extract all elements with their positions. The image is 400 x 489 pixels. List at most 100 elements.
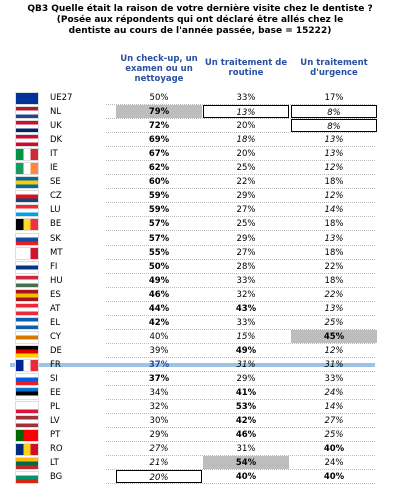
cell: 53% xyxy=(235,402,257,413)
table-row: CZ 59% 29% 12% xyxy=(10,189,375,204)
cell: 57% xyxy=(148,219,170,230)
country-code: SI xyxy=(50,374,58,384)
country-code: ES xyxy=(50,289,61,300)
flag xyxy=(15,190,39,204)
cell: 18% xyxy=(324,177,344,188)
country-code: DE xyxy=(50,345,62,356)
cell: 33% xyxy=(324,374,344,384)
cell: 44% xyxy=(148,303,170,314)
table-row: LU 59% 27% 14% xyxy=(10,203,375,218)
cell: 50% xyxy=(149,93,169,103)
country-code: FR xyxy=(50,359,61,370)
country-code: AT xyxy=(50,303,61,314)
row-separator xyxy=(106,300,375,302)
table-row: SE 60% 22% 18% xyxy=(10,175,375,190)
row-separator xyxy=(106,314,375,316)
flag xyxy=(15,373,39,386)
cell: 41% xyxy=(235,388,257,399)
cell: 27% xyxy=(324,416,344,427)
flag xyxy=(15,415,39,429)
column-headers: Un check-up, un examen ou un nettoyage Un… xyxy=(0,54,400,90)
country-code: SK xyxy=(50,233,61,244)
cell: 17% xyxy=(324,93,344,103)
cell: 49% xyxy=(148,275,170,286)
table-row: BG 20% 40% 40% xyxy=(10,470,375,485)
cell: 34% xyxy=(149,388,169,399)
cell: 28% xyxy=(236,261,256,272)
cell: 49% xyxy=(235,345,257,356)
cell: 30% xyxy=(149,416,169,427)
flag xyxy=(15,246,39,260)
table-row: FI 50% 28% 22% xyxy=(10,260,375,274)
row-separator xyxy=(106,188,375,190)
cell: 18% xyxy=(324,219,344,230)
country-code: HU xyxy=(50,275,63,286)
cell: 29% xyxy=(236,374,256,384)
flag xyxy=(15,162,39,176)
country-code: BG xyxy=(50,472,63,483)
flag xyxy=(15,302,39,316)
cell: 59% xyxy=(148,191,170,202)
row-separator xyxy=(106,216,375,218)
table-row: SK 57% 29% 13% xyxy=(10,232,375,246)
cell: 31% xyxy=(324,359,344,370)
flag xyxy=(15,218,39,232)
table-row: LV 30% 42% 27% xyxy=(10,414,375,429)
country-code: PL xyxy=(50,402,60,413)
cell: 57% xyxy=(148,233,170,244)
flag xyxy=(15,358,39,372)
country-code: UK xyxy=(50,121,62,132)
flag xyxy=(15,316,39,330)
table-row: LT 21% 54% 24% xyxy=(10,456,375,471)
cell: 79% xyxy=(116,105,202,119)
cell: 13% xyxy=(203,105,289,119)
table-row: RO 27% 31% 40% xyxy=(10,442,375,457)
flag xyxy=(15,232,39,246)
row-separator xyxy=(106,328,375,330)
row-separator xyxy=(106,104,375,105)
flag xyxy=(15,204,39,218)
subtitle: (Posée aux répondents qui ont déclaré êt… xyxy=(56,15,344,36)
flag xyxy=(15,387,39,401)
table-row: AT 44% 43% 13% xyxy=(10,302,375,316)
flag xyxy=(15,176,39,190)
table-row: EE 34% 41% 24% xyxy=(10,386,375,401)
row-separator xyxy=(106,160,375,162)
table-row: IT 67% 20% 13% xyxy=(10,147,375,162)
cell: 27% xyxy=(149,444,169,455)
flag xyxy=(15,274,39,288)
table-row: ES 46% 32% 22% xyxy=(10,288,375,302)
country-code: RO xyxy=(50,444,63,455)
table-row: EL 42% 33% 25% xyxy=(10,316,375,330)
table-row: NL 79% 13% 8% xyxy=(10,105,377,120)
country-code: PT xyxy=(50,430,61,441)
cell: 25% xyxy=(324,430,344,441)
cell: 14% xyxy=(324,205,344,216)
cell: 25% xyxy=(236,219,256,230)
table-row: FR 37% 31% 31% xyxy=(10,357,375,372)
cell: 40% xyxy=(149,331,169,342)
table-row: SI 37% 29% 33% xyxy=(10,372,375,386)
country-code: LU xyxy=(50,205,61,216)
flag xyxy=(15,260,39,274)
cell: 20% xyxy=(116,470,202,484)
cell: 12% xyxy=(324,191,344,202)
row-separator xyxy=(106,244,375,246)
cell: 32% xyxy=(149,402,169,413)
cell: 33% xyxy=(236,93,256,103)
cell: 27% xyxy=(236,205,256,216)
cell: 22% xyxy=(324,261,344,272)
title: QB3 Quelle était la raison de votre dern… xyxy=(27,4,373,14)
cell: 29% xyxy=(236,191,256,202)
cell: 20% xyxy=(236,121,256,132)
row-separator xyxy=(106,427,375,429)
column-header: Un traitement de routine xyxy=(204,58,288,78)
row-separator xyxy=(106,399,375,401)
cell: 62% xyxy=(148,163,170,174)
cell: 31% xyxy=(236,444,256,455)
cell: 69% xyxy=(148,135,170,146)
cell: 25% xyxy=(236,163,256,174)
row-separator xyxy=(106,370,375,372)
row-separator xyxy=(106,413,375,415)
column-header: Un traitement d'urgence xyxy=(300,58,368,78)
